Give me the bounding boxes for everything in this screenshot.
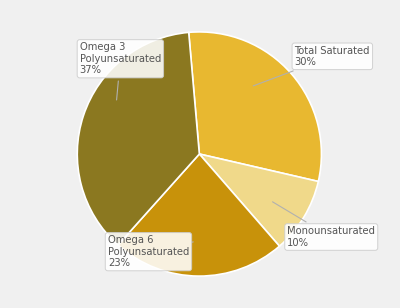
Wedge shape (118, 154, 280, 276)
Text: Omega 6
Polyunsaturated
23%: Omega 6 Polyunsaturated 23% (108, 235, 193, 268)
Text: Monounsaturated
10%: Monounsaturated 10% (272, 202, 375, 248)
Wedge shape (199, 154, 318, 246)
Text: Total Saturated
30%: Total Saturated 30% (253, 46, 370, 86)
Wedge shape (77, 32, 199, 245)
Wedge shape (189, 32, 322, 181)
Text: Omega 3
Polyunsaturated
37%: Omega 3 Polyunsaturated 37% (80, 42, 161, 100)
